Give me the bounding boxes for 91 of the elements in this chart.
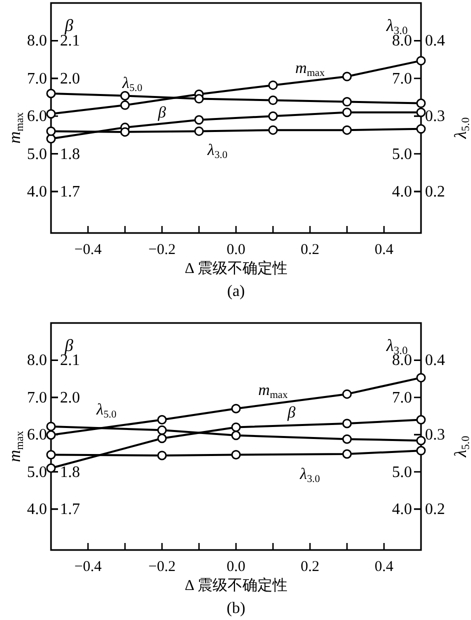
point — [416, 446, 426, 456]
y2-tick-label: 2.0 — [60, 388, 80, 406]
x-tick-label: 0.4 — [374, 559, 394, 575]
text: 4.0 — [392, 500, 412, 518]
y3-tick-label: 0.4 — [425, 32, 445, 50]
y2-tick-label: 1.7 — [60, 500, 80, 518]
text: 4.0 — [392, 183, 412, 200]
text: 5.0 — [392, 463, 412, 480]
series-label: m$_{max}$ — [258, 381, 289, 401]
x-tick-label: 0.2 — [300, 559, 320, 575]
point — [268, 125, 278, 135]
point — [342, 449, 352, 459]
point — [342, 434, 352, 444]
y2-tick-label: 2.0 — [60, 70, 80, 87]
y3-tick-label: 0.3 — [425, 426, 445, 444]
series-label: λ$_{5.0}$ — [96, 400, 116, 420]
point — [416, 436, 426, 446]
y-tick-label: 8.0 — [27, 352, 47, 369]
point — [120, 91, 130, 101]
point — [157, 415, 167, 425]
text: (b) — [226, 600, 246, 616]
y2-tick-label: 1.8 — [60, 463, 80, 480]
point — [416, 124, 426, 134]
text: 5.0 — [392, 145, 412, 162]
x-axis-title: Δ 震级不确定性 — [184, 577, 288, 594]
y3-tick-label: 0.4 — [425, 352, 445, 369]
y-tick-label: 5.0 — [27, 463, 47, 480]
point — [416, 108, 426, 118]
point — [46, 88, 56, 98]
point — [416, 56, 426, 66]
point — [157, 450, 167, 460]
y3-tick-label: 0.2 — [425, 183, 445, 200]
point — [416, 98, 426, 108]
series-label: λ$_{3.0}$ — [299, 466, 320, 486]
point — [194, 115, 204, 125]
point — [157, 425, 167, 435]
point — [268, 111, 278, 121]
text: 7.0 — [392, 388, 412, 406]
x-tick-label: −0.2 — [148, 559, 176, 575]
y2-tick-label: 1.7 — [60, 183, 80, 200]
point — [120, 127, 130, 137]
series-label: λ$_{5.0}$ — [121, 74, 142, 94]
point — [46, 422, 56, 432]
y2-axis-title: β — [64, 16, 74, 34]
series-label: m$_{max}$ — [295, 59, 326, 79]
x-tick-label: −0.2 — [148, 242, 176, 258]
point — [194, 126, 204, 136]
x-tick-label: 0.4 — [374, 242, 394, 258]
text: (a) — [227, 282, 245, 300]
y-tick-label: 5.0 — [27, 145, 47, 162]
x-tick-label: −0.4 — [74, 242, 102, 258]
point — [194, 94, 204, 104]
point — [342, 97, 352, 107]
point — [342, 108, 352, 118]
series-label: λ$_{3.0}$ — [206, 141, 228, 161]
point — [231, 404, 241, 414]
point — [416, 415, 426, 425]
y2-tick-label: 1.8 — [60, 145, 80, 162]
point — [46, 126, 56, 136]
point — [416, 372, 426, 382]
x-axis-title: Δ 震级不确定性 — [184, 260, 288, 277]
point — [231, 430, 241, 440]
y-tick-label: 7.0 — [27, 70, 47, 87]
x-tick-label: 0.0 — [226, 559, 246, 575]
x-tick-label: −0.4 — [74, 559, 102, 575]
point — [231, 450, 241, 460]
point — [231, 422, 241, 432]
x-tick-label: 0.0 — [226, 242, 246, 258]
point — [268, 96, 278, 106]
point — [120, 100, 130, 110]
point — [268, 80, 278, 90]
point — [157, 434, 167, 444]
y3-tick-label: 0.2 — [425, 500, 445, 518]
y-tick-label: 4.0 — [27, 500, 47, 518]
y-tick-label: 8.0 — [27, 32, 47, 50]
y3-tick-label: 0.3 — [425, 108, 445, 125]
point — [342, 72, 352, 82]
y-tick-label: 6.0 — [27, 108, 47, 125]
point — [342, 389, 352, 399]
y2-axis-title: β — [64, 336, 74, 354]
point — [46, 463, 56, 473]
text: 7.0 — [392, 70, 412, 87]
y-tick-label: 4.0 — [27, 183, 47, 200]
series-label: β — [286, 404, 296, 421]
y-tick-label: 7.0 — [27, 388, 47, 406]
point — [342, 125, 352, 135]
series-label: β — [157, 104, 166, 122]
point — [342, 418, 352, 428]
point — [46, 450, 56, 460]
x-tick-label: 0.2 — [300, 242, 320, 258]
y-tick-label: 6.0 — [27, 426, 47, 444]
